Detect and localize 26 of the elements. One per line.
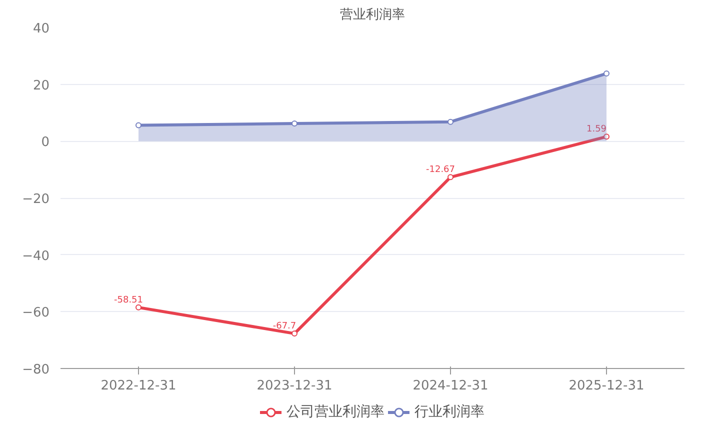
y-tick-label: 20 bbox=[32, 78, 50, 94]
x-tick-label: 2022-12-31 bbox=[100, 378, 176, 394]
y-tick-label: −20 bbox=[22, 192, 50, 207]
chart-title: 营业利润率 bbox=[340, 6, 405, 22]
legend-label: 行业利润率 bbox=[414, 403, 484, 421]
y-tick-label: −60 bbox=[22, 306, 50, 321]
x-tick-label: 2025-12-31 bbox=[568, 378, 644, 394]
legend-label: 公司营业利润率 bbox=[286, 403, 384, 421]
point bbox=[448, 118, 454, 125]
y-tick-label: −80 bbox=[22, 362, 50, 378]
data-label: -58.51 bbox=[114, 295, 144, 306]
x-tick-label: 2023-12-31 bbox=[256, 378, 332, 394]
y-tick-label: −40 bbox=[22, 248, 50, 264]
x-tick-label: 2024-12-31 bbox=[412, 378, 488, 394]
point bbox=[136, 304, 142, 310]
data-label: 1.59 bbox=[586, 124, 607, 135]
point bbox=[604, 70, 610, 77]
point bbox=[448, 174, 454, 180]
point bbox=[292, 330, 298, 337]
point bbox=[136, 122, 142, 128]
data-label: -12.67 bbox=[426, 165, 456, 176]
y-tick-label: 40 bbox=[32, 22, 50, 36]
point bbox=[604, 134, 610, 140]
y-tick-label: 0 bbox=[41, 135, 50, 150]
point bbox=[292, 120, 298, 127]
data-label: -67.7 bbox=[272, 322, 296, 332]
